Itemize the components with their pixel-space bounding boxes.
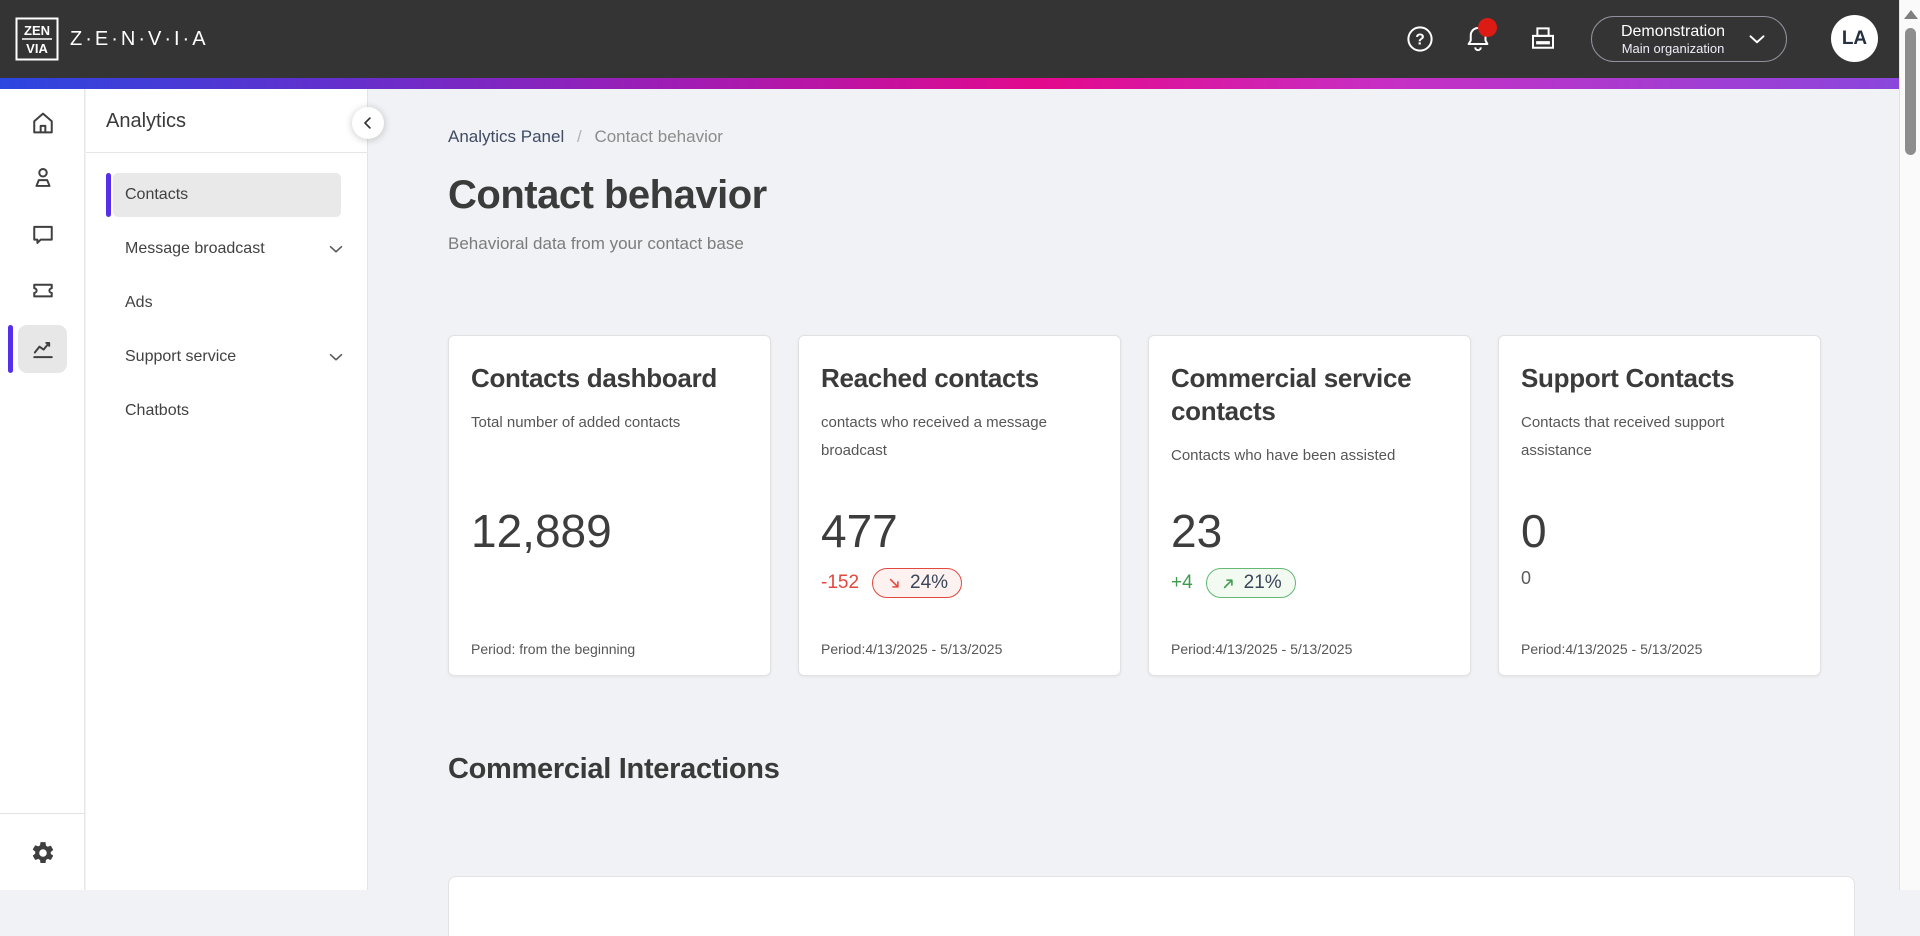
conversations-icon[interactable] [0, 210, 85, 260]
card-support-contacts: Support Contacts Contacts that received … [1498, 335, 1821, 676]
sidebar-active-indicator [106, 173, 111, 217]
main-content: Analytics Panel / Contact behavior Conta… [369, 89, 1899, 890]
sidebar-item-chatbots[interactable]: Chatbots [113, 389, 341, 433]
stat-cards-row: Contacts dashboard Total number of added… [448, 335, 1821, 676]
card-title: Contacts dashboard [471, 362, 748, 395]
sidebar-divider [86, 152, 368, 153]
sidebar-item-message-broadcast[interactable]: Message broadcast [113, 227, 341, 271]
brand-gradient-bar [0, 78, 1899, 89]
card-value: 12,889 [471, 504, 612, 558]
help-icon[interactable]: ? [1405, 24, 1435, 54]
card-description: Contacts who have been assisted [1171, 442, 1448, 470]
card-description: contacts who received a message broadcas… [821, 409, 1098, 465]
card-value: 0 [1521, 504, 1547, 558]
trend-badge: 21% [1206, 568, 1296, 598]
delta-value: +4 [1171, 572, 1193, 594]
sidebar-item-support-service[interactable]: Support service [113, 335, 341, 379]
zenvia-logo-text: Z·E·N·V·I·A [70, 0, 209, 78]
card-title: Reached contacts [821, 362, 1098, 395]
breadcrumb-separator: / [577, 127, 582, 146]
chevron-down-icon [1744, 26, 1770, 52]
chevron-down-icon [325, 346, 347, 368]
organization-switcher[interactable]: Demonstration Main organization [1591, 16, 1787, 62]
card-value: 477 [821, 504, 898, 558]
settings-gear-icon[interactable] [0, 828, 85, 878]
nav-rail [0, 89, 85, 890]
home-icon[interactable] [0, 98, 85, 148]
card-title: Commercial service contacts [1171, 362, 1448, 428]
sidebar-item-ads[interactable]: Ads [113, 281, 341, 325]
svg-text:ZEN: ZEN [24, 23, 50, 38]
scrollbar-up-arrow-icon[interactable] [1904, 10, 1918, 19]
zenvia-logo-icon: ZEN VIA [15, 17, 59, 61]
card-description: Contacts that received support assistanc… [1521, 409, 1798, 465]
card-contacts-dashboard: Contacts dashboard Total number of added… [448, 335, 771, 676]
card-delta-row: 0 [1521, 568, 1531, 589]
card-reached-contacts: Reached contacts contacts who received a… [798, 335, 1121, 676]
contacts-icon[interactable] [0, 153, 85, 203]
rail-divider [0, 813, 85, 814]
sidebar-item-label: Ads [125, 294, 153, 312]
sidebar-item-label: Message broadcast [125, 240, 265, 258]
breadcrumb-current: Contact behavior [594, 127, 723, 146]
delta-value: 0 [1521, 568, 1531, 589]
sidebar-item-label: Support service [125, 348, 236, 366]
svg-text:?: ? [1415, 32, 1425, 49]
trend-badge: 24% [872, 568, 962, 598]
chevron-left-icon [359, 114, 377, 132]
sidebar-title: Analytics [106, 110, 186, 133]
analytics-icon[interactable] [0, 324, 85, 374]
card-period: Period:4/13/2025 - 5/13/2025 [1171, 641, 1352, 657]
page-subtitle: Behavioral data from your contact base [448, 234, 744, 254]
section-title-commercial-interactions: Commercial Interactions [448, 753, 780, 786]
svg-text:VIA: VIA [26, 41, 48, 56]
ticket-icon[interactable] [0, 265, 85, 315]
card-period: Period: from the beginning [471, 641, 635, 657]
card-period: Period:4/13/2025 - 5/13/2025 [1521, 641, 1702, 657]
card-delta-row: +4 21% [1171, 568, 1296, 598]
notification-badge-dot [1478, 18, 1497, 37]
avatar-initials: LA [1842, 28, 1867, 50]
commercial-interactions-card [448, 876, 1855, 936]
notifications-icon[interactable] [1463, 24, 1493, 54]
card-value: 23 [1171, 504, 1222, 558]
trend-up-icon [1220, 575, 1237, 592]
sidebar-item-label: Chatbots [125, 402, 189, 420]
organization-name: Demonstration [1602, 22, 1744, 41]
trend-percent: 24% [910, 572, 948, 594]
card-title: Support Contacts [1521, 362, 1798, 395]
page-scrollbar[interactable] [1899, 0, 1920, 890]
organization-subtitle: Main organization [1602, 41, 1744, 57]
card-period: Period:4/13/2025 - 5/13/2025 [821, 641, 1002, 657]
top-bar: ZEN VIA Z·E·N·V·I·A ? Demonstration Main… [0, 0, 1899, 78]
breadcrumb-analytics-panel[interactable]: Analytics Panel [448, 127, 564, 146]
card-delta-row: -152 24% [821, 568, 962, 598]
trend-percent: 21% [1244, 572, 1282, 594]
delta-value: -152 [821, 572, 859, 594]
sidebar-item-contacts[interactable]: Contacts [113, 173, 341, 217]
breadcrumb: Analytics Panel / Contact behavior [448, 127, 723, 147]
card-commercial-service-contacts: Commercial service contacts Contacts who… [1148, 335, 1471, 676]
trend-down-icon [886, 575, 903, 592]
chevron-down-icon [325, 238, 347, 260]
page-title: Contact behavior [448, 173, 767, 218]
print-icon[interactable] [1528, 24, 1558, 54]
sidebar-item-label: Contacts [125, 186, 188, 204]
card-description: Total number of added contacts [471, 409, 748, 437]
user-avatar[interactable]: LA [1831, 15, 1878, 62]
sidebar-collapse-button[interactable] [352, 107, 384, 139]
analytics-sidebar: Analytics Contacts Message broadcast Ads… [86, 89, 368, 890]
scrollbar-thumb[interactable] [1905, 28, 1916, 155]
